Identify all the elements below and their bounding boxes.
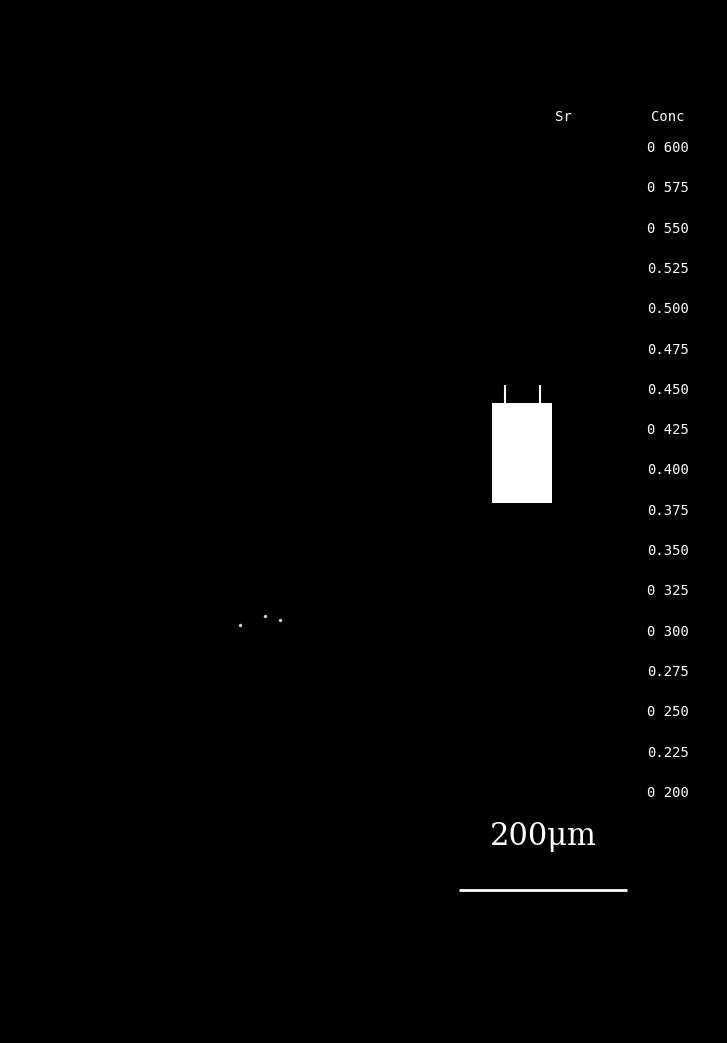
Text: 0.275: 0.275 [647, 665, 689, 679]
Text: 0 300: 0 300 [647, 625, 689, 638]
Text: 0.500: 0.500 [647, 302, 689, 316]
Bar [492, 403, 552, 503]
Text: 0 325: 0 325 [647, 584, 689, 599]
Text: 0.350: 0.350 [647, 544, 689, 558]
Text: 0 550: 0 550 [647, 221, 689, 236]
Text: 0.525: 0.525 [647, 262, 689, 276]
Text: 0 575: 0 575 [647, 181, 689, 195]
Text: 0.225: 0.225 [647, 746, 689, 759]
Text: Sr: Sr [555, 110, 571, 124]
Text: 0.375: 0.375 [647, 504, 689, 517]
Text: 0 200: 0 200 [647, 786, 689, 800]
Text: 200μm: 200μm [489, 821, 596, 852]
Text: Conc: Conc [651, 110, 685, 124]
Text: 0 600: 0 600 [647, 141, 689, 155]
Text: 0.400: 0.400 [647, 463, 689, 478]
Text: 0.475: 0.475 [647, 342, 689, 357]
Text: 0.450: 0.450 [647, 383, 689, 397]
Text: 0 425: 0 425 [647, 423, 689, 437]
Text: 0 250: 0 250 [647, 705, 689, 720]
